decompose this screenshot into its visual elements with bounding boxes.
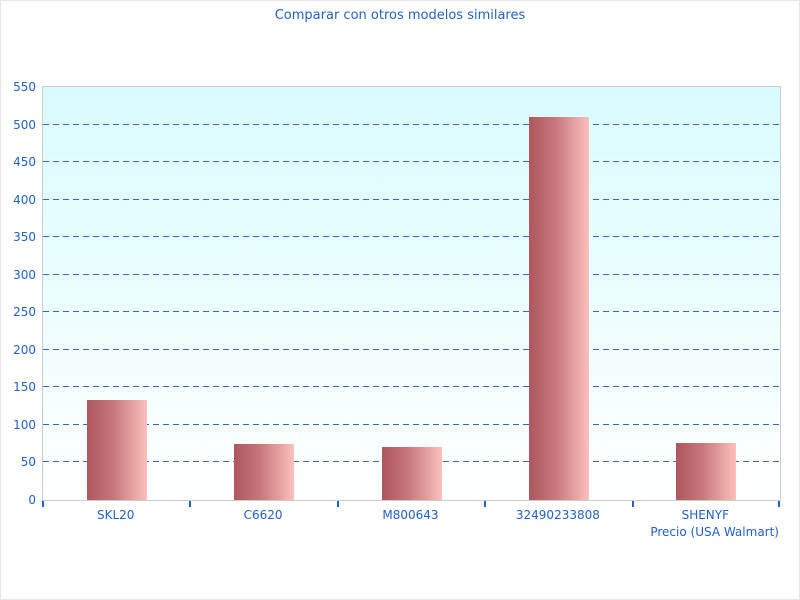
gridline-250 xyxy=(43,311,780,313)
x-axis-title: Precio (USA Walmart) xyxy=(650,525,779,539)
x-category-label-M800643: M800643 xyxy=(382,508,439,522)
y-tick-label-0: 0 xyxy=(28,493,36,507)
y-tick-label-450: 450 xyxy=(13,155,36,170)
x-category-label-C6620: C6620 xyxy=(243,508,283,522)
y-tick-label-100: 100 xyxy=(13,417,36,432)
x-tick-mark-1 xyxy=(189,501,192,507)
bar-SHENYF xyxy=(676,442,737,500)
y-tick-label-500: 500 xyxy=(13,117,36,132)
x-tick-mark-4 xyxy=(631,501,634,507)
y-tick-label-550: 550 xyxy=(13,80,36,94)
bar-32490233808 xyxy=(528,117,589,500)
gridline-500 xyxy=(43,123,780,125)
gridline-300 xyxy=(43,273,780,275)
x-category-label-32490233808: 32490233808 xyxy=(515,508,600,522)
plot-area xyxy=(42,86,781,501)
gridline-400 xyxy=(43,198,780,200)
gridline-150 xyxy=(43,386,780,388)
y-tick-label-50: 50 xyxy=(20,455,36,470)
bar-C6620 xyxy=(234,443,295,500)
y-tick-label-300: 300 xyxy=(13,267,36,282)
gridline-100 xyxy=(43,423,780,425)
x-tick-mark-3 xyxy=(484,501,487,507)
x-tick-mark-0 xyxy=(42,501,44,507)
y-tick-label-250: 250 xyxy=(13,305,36,320)
bar-SKL20 xyxy=(86,400,147,500)
y-tick-label-150: 150 xyxy=(13,380,36,395)
chart-title: Comparar con otros modelos similares xyxy=(274,8,526,23)
x-category-label-SHENYF: SHENYF xyxy=(681,508,730,522)
gridline-350 xyxy=(43,236,780,238)
x-category-label-SKL20: SKL20 xyxy=(96,508,135,522)
y-tick-label-400: 400 xyxy=(13,192,36,207)
bar-M800643 xyxy=(381,446,442,500)
gridline-450 xyxy=(43,161,780,163)
gridline-200 xyxy=(43,348,780,350)
y-tick-label-350: 350 xyxy=(13,230,36,245)
x-tick-mark-2 xyxy=(336,501,339,507)
y-tick-label-200: 200 xyxy=(13,342,36,357)
x-tick-mark-5 xyxy=(778,501,780,507)
